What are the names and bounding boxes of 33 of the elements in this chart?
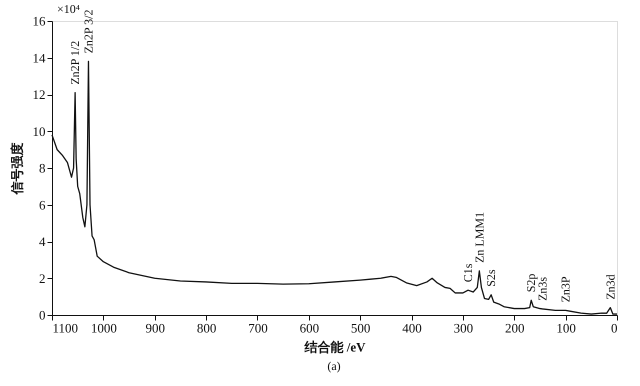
y-tick-label: 2 <box>39 270 46 286</box>
x-tick-label: 800 <box>196 320 216 336</box>
y-tick-label: 14 <box>32 50 46 66</box>
x-tick-label: 400 <box>402 320 422 336</box>
x-tick-label: 300 <box>454 320 474 336</box>
annotation: S2p <box>524 274 538 292</box>
x-tick-label: 1100 <box>52 320 78 336</box>
annotation: Zn3P <box>558 276 573 302</box>
x-tick-label: 1000 <box>90 320 117 336</box>
y-tick-label: 8 <box>39 160 46 176</box>
x-tick-label: 900 <box>145 320 165 336</box>
x-tick-label: 700 <box>248 320 268 336</box>
y-tick-label: 6 <box>39 197 46 212</box>
y-axis-title: 信号强度 <box>10 142 24 196</box>
x-axis-title: 结合能 /eV <box>303 340 366 354</box>
annotation: S2s <box>484 269 498 287</box>
x-tick-label: 100 <box>556 320 576 336</box>
y-tick-label: 4 <box>39 234 46 249</box>
annotation: C1s <box>461 263 476 282</box>
x-tick-label: 0 <box>611 320 618 336</box>
x-tick-label: 500 <box>350 320 370 336</box>
x-tick-label: 200 <box>505 320 525 336</box>
x-tick-label: 600 <box>300 320 320 336</box>
y-tick-label: 12 <box>32 87 46 102</box>
annotation: Zn3d <box>603 274 618 300</box>
annotation: Zn LMM1 <box>472 212 486 263</box>
y-tick-label: 0 <box>39 308 46 322</box>
annotation: Zn2P 3/2 <box>81 10 96 54</box>
y-tick-label: 10 <box>32 124 46 139</box>
y-tick-label: 16 <box>32 14 46 28</box>
text: (a) <box>327 359 341 373</box>
text: ×10⁴ <box>57 2 80 16</box>
annotation: Zn2P 1/2 <box>68 40 82 85</box>
